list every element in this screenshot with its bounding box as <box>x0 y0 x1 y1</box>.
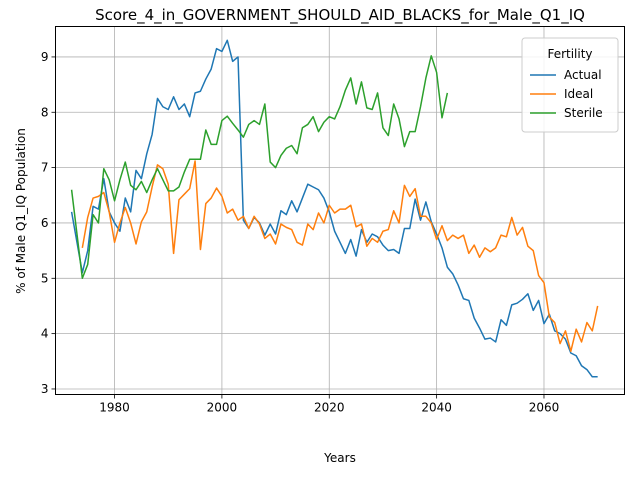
y-tick-label: 5 <box>41 271 49 285</box>
x-tick-label: 2000 <box>207 401 238 415</box>
x-tick-label: 2060 <box>529 401 560 415</box>
x-axis-label: Years <box>323 451 356 465</box>
legend-entries: Actual Ideal Sterile <box>530 68 603 120</box>
y-tick-label: 4 <box>41 327 49 341</box>
y-tick-label: 8 <box>41 105 49 119</box>
x-axis-ticks: 1980 2000 2020 2040 2060 <box>99 394 560 415</box>
legend: Fertility Actual Ideal Sterile <box>521 37 619 133</box>
chart-title: Score_4_in_GOVERNMENT_SHOULD_AID_BLACKS_… <box>95 6 585 25</box>
y-axis-ticks: 3 4 5 6 7 8 9 <box>41 50 56 396</box>
series-lines <box>70 39 599 378</box>
legend-label-actual: Actual <box>564 68 602 82</box>
y-tick-label: 6 <box>41 216 49 230</box>
y-tick-label: 9 <box>41 50 49 64</box>
series-line-ideal <box>81 160 599 353</box>
legend-box <box>521 37 619 133</box>
x-tick-label: 1980 <box>99 401 130 415</box>
y-tick-label: 7 <box>41 161 49 175</box>
x-tick-label: 2020 <box>314 401 345 415</box>
legend-label-ideal: Ideal <box>564 87 593 101</box>
plot-frame <box>55 26 625 395</box>
series-line-actual <box>70 39 598 378</box>
y-axis-label: % of Male Q1_IQ Population <box>14 128 28 294</box>
legend-title: Fertility <box>547 47 592 61</box>
x-tick-label: 2040 <box>421 401 452 415</box>
legend-label-sterile: Sterile <box>564 106 603 120</box>
series-line-sterile <box>70 55 449 280</box>
y-tick-label: 3 <box>41 382 49 396</box>
grid-lines <box>55 26 625 395</box>
